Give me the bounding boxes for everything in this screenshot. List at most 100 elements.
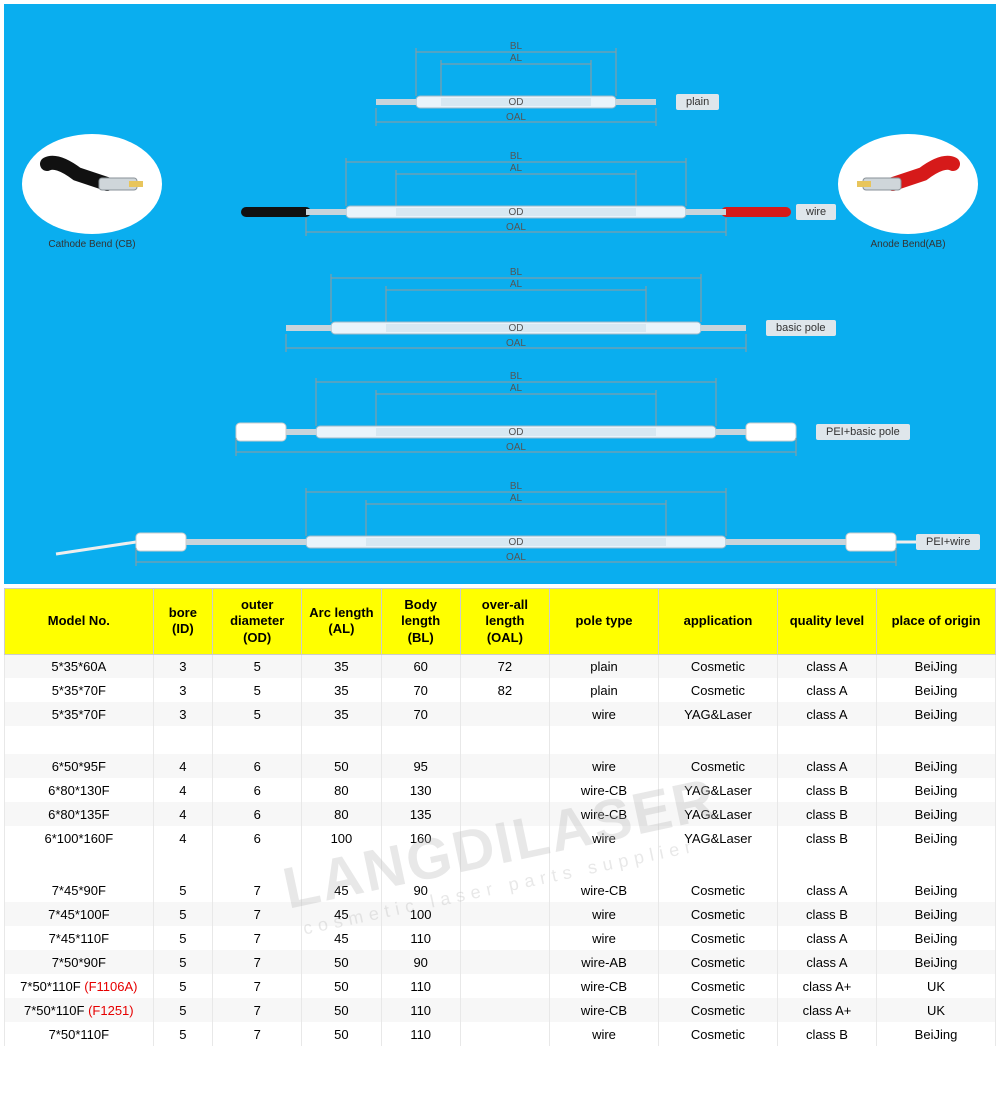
col-header: bore (ID) — [153, 589, 212, 655]
table-cell: wire-CB — [550, 778, 659, 802]
table-cell — [460, 878, 549, 902]
col-header: Arc length (AL) — [302, 589, 381, 655]
table-cell: 45 — [302, 926, 381, 950]
svg-text:OD: OD — [509, 323, 524, 334]
lamp-type-label: PEI+wire — [916, 534, 980, 550]
svg-text:OAL: OAL — [506, 112, 526, 123]
table-cell: class A+ — [777, 998, 876, 1022]
table-cell — [460, 1022, 549, 1046]
table-cell: 5 — [153, 1022, 212, 1046]
table-cell: 7*45*90F — [5, 878, 154, 902]
table-cell — [460, 902, 549, 926]
lamp-row-PEI-basic-pole: BL AL OD OAL PEI+basic pole — [4, 364, 996, 464]
lamp-type-label: basic pole — [766, 320, 836, 336]
table-cell: Cosmetic — [659, 926, 778, 950]
table-cell: 95 — [381, 754, 460, 778]
table-cell — [460, 950, 549, 974]
svg-text:OAL: OAL — [506, 222, 526, 233]
col-header: Body length (BL) — [381, 589, 460, 655]
table-cell: 110 — [381, 974, 460, 998]
table-cell: class A — [777, 702, 876, 726]
table-cell: 6*100*160F — [5, 826, 154, 850]
table-cell: 50 — [302, 974, 381, 998]
table-cell: Cosmetic — [659, 654, 778, 678]
table-cell: YAG&Laser — [659, 802, 778, 826]
table-cell: 7*50*90F — [5, 950, 154, 974]
table-cell: class A — [777, 878, 876, 902]
spec-table: Model No.bore (ID)outer diameter (OD)Arc… — [4, 588, 996, 1046]
table-cell: BeiJing — [877, 826, 996, 850]
table-cell — [460, 802, 549, 826]
svg-text:OAL: OAL — [506, 442, 526, 453]
table-cell: 5*35*70F — [5, 702, 154, 726]
lamp-row-plain: BL AL OD OAL plain — [4, 34, 996, 134]
table-cell: 5 — [153, 974, 212, 998]
table-row: 5*35*70F353570wireYAG&Laserclass ABeiJin… — [5, 702, 996, 726]
table-cell: 5 — [213, 678, 302, 702]
table-cell: wire — [550, 754, 659, 778]
table-cell: 70 — [381, 678, 460, 702]
table-cell: 7*45*100F — [5, 902, 154, 926]
table-cell: 7 — [213, 1022, 302, 1046]
table-cell: 7*45*110F — [5, 926, 154, 950]
table-cell: 80 — [302, 778, 381, 802]
table-row: 7*45*90F574590wire-CBCosmeticclass ABeiJ… — [5, 878, 996, 902]
col-header: Model No. — [5, 589, 154, 655]
table-cell: class B — [777, 826, 876, 850]
table-row: 6*80*135F4680135wire-CBYAG&Laserclass BB… — [5, 802, 996, 826]
table-cell: YAG&Laser — [659, 702, 778, 726]
table-cell: 4 — [153, 754, 212, 778]
col-header: quality level — [777, 589, 876, 655]
svg-text:BL: BL — [510, 481, 523, 492]
table-cell: BeiJing — [877, 950, 996, 974]
svg-text:AL: AL — [510, 493, 523, 504]
table-row: 7*45*100F5745100wireCosmeticclass BBeiJi… — [5, 902, 996, 926]
table-cell: 5 — [153, 998, 212, 1022]
table-cell: wire — [550, 902, 659, 926]
table-cell: Cosmetic — [659, 998, 778, 1022]
table-cell: 5 — [153, 902, 212, 926]
table-cell: 5*35*60A — [5, 654, 154, 678]
table-cell: class B — [777, 802, 876, 826]
table-row: 7*45*110F5745110wireCosmeticclass ABeiJi… — [5, 926, 996, 950]
table-cell: BeiJing — [877, 654, 996, 678]
table-cell: 7*50*110F (F1106A) — [5, 974, 154, 998]
table-cell: 80 — [302, 802, 381, 826]
table-cell: wire-CB — [550, 878, 659, 902]
table-row: 7*50*110F (F1106A)5750110wire-CBCosmetic… — [5, 974, 996, 998]
table-row: 6*100*160F46100160wireYAG&Laserclass BBe… — [5, 826, 996, 850]
table-cell: 4 — [153, 802, 212, 826]
svg-text:AL: AL — [510, 279, 523, 290]
table-cell: 7 — [213, 998, 302, 1022]
table-cell: BeiJing — [877, 902, 996, 926]
svg-text:OD: OD — [509, 537, 524, 548]
lamp-type-label: plain — [676, 94, 719, 110]
table-cell: 7 — [213, 926, 302, 950]
table-cell: BeiJing — [877, 778, 996, 802]
table-cell: Cosmetic — [659, 1022, 778, 1046]
lamp-diagram: Cathode Bend (CB) Anode Bend(AB) BL AL — [4, 4, 996, 584]
table-cell: wire-CB — [550, 998, 659, 1022]
svg-text:OD: OD — [509, 427, 524, 438]
table-cell: 110 — [381, 1022, 460, 1046]
table-cell: 50 — [302, 950, 381, 974]
svg-text:OAL: OAL — [506, 552, 526, 563]
table-cell: 35 — [302, 654, 381, 678]
table-cell: class A — [777, 950, 876, 974]
table-cell: class B — [777, 778, 876, 802]
svg-text:BL: BL — [510, 371, 523, 382]
svg-text:AL: AL — [510, 163, 523, 174]
table-cell: 5 — [153, 950, 212, 974]
table-cell: Cosmetic — [659, 678, 778, 702]
table-cell: 72 — [460, 654, 549, 678]
table-cell: plain — [550, 654, 659, 678]
table-cell: YAG&Laser — [659, 826, 778, 850]
table-row — [5, 726, 996, 754]
table-cell: 5*35*70F — [5, 678, 154, 702]
lamp-type-label: wire — [796, 204, 836, 220]
table-cell: 45 — [302, 878, 381, 902]
table-cell: BeiJing — [877, 1022, 996, 1046]
table-cell: 3 — [153, 654, 212, 678]
col-header: pole type — [550, 589, 659, 655]
table-cell — [460, 778, 549, 802]
